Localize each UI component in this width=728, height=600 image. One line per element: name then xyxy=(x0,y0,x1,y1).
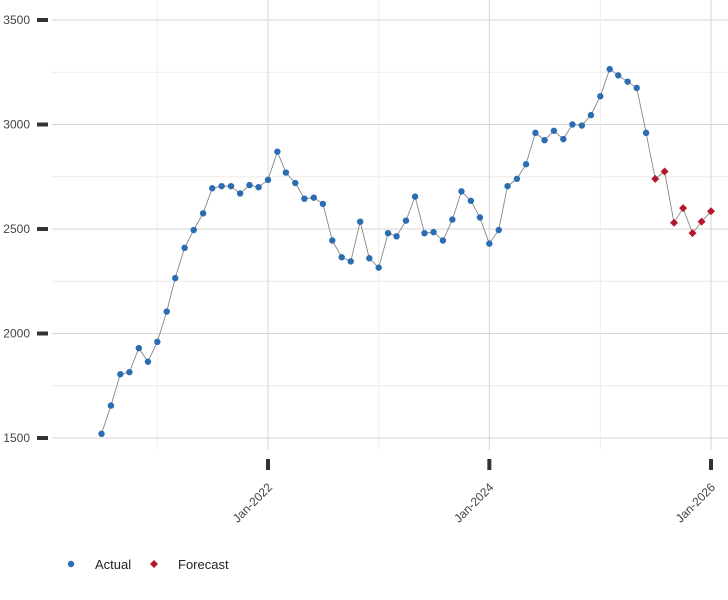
actual-point xyxy=(615,72,622,79)
actual-point xyxy=(255,184,262,191)
actual-point xyxy=(356,218,364,225)
actual-point xyxy=(439,237,447,244)
actual-point xyxy=(449,216,456,223)
actual-point xyxy=(199,210,207,217)
actual-point xyxy=(338,254,345,261)
y-axis: 1500 2000 2500 3000 3500 xyxy=(3,13,48,445)
y-tick-label: 3500 xyxy=(3,13,30,27)
actual-point xyxy=(209,185,216,192)
forecast-point xyxy=(651,174,660,183)
actual-point xyxy=(264,176,272,184)
actual-point xyxy=(329,237,336,244)
actual-point xyxy=(135,344,143,352)
x-axis: Jan-2022 Jan-2024 Jan-2026 xyxy=(230,459,719,526)
actual-point xyxy=(163,308,170,315)
actual-point xyxy=(375,264,382,271)
actual-point xyxy=(486,240,493,247)
actual-point xyxy=(411,193,419,200)
grid xyxy=(52,0,728,450)
legend-forecast-marker xyxy=(150,560,158,568)
forecast-point xyxy=(697,217,706,226)
actual-point xyxy=(504,182,511,190)
actual-point xyxy=(532,129,539,137)
y-tick-label: 2000 xyxy=(3,327,30,341)
actual-point xyxy=(310,194,317,201)
x-tick-label: Jan-2024 xyxy=(451,480,497,526)
actual-point xyxy=(154,338,161,346)
actual-point xyxy=(467,197,475,204)
series-points xyxy=(98,65,715,438)
actual-point xyxy=(117,371,124,378)
actual-point xyxy=(282,169,290,176)
legend: Actual Forecast xyxy=(67,557,229,572)
actual-point xyxy=(430,228,437,236)
forecast-point xyxy=(707,207,715,216)
actual-point xyxy=(458,188,465,195)
actual-point xyxy=(633,84,640,92)
actual-point xyxy=(642,129,650,137)
forecast-point xyxy=(688,229,697,238)
actual-point xyxy=(587,111,595,119)
actual-point xyxy=(393,233,400,240)
actual-point xyxy=(569,121,576,128)
actual-point xyxy=(236,190,244,197)
series-line xyxy=(101,68,712,434)
y-tick-label: 3000 xyxy=(3,118,30,132)
legend-label: Actual xyxy=(95,557,131,572)
legend-actual-marker xyxy=(67,560,75,568)
actual-point xyxy=(218,182,225,190)
actual-point xyxy=(541,136,548,144)
actual-point xyxy=(597,93,604,100)
actual-point xyxy=(227,182,235,190)
forecast-point xyxy=(679,204,688,213)
actual-point xyxy=(144,358,152,365)
actual-point xyxy=(495,226,502,234)
actual-point xyxy=(107,402,115,409)
actual-point xyxy=(578,122,586,129)
actual-point xyxy=(292,179,299,187)
actual-point xyxy=(522,161,530,168)
actual-point xyxy=(606,65,613,73)
actual-point xyxy=(98,430,105,438)
x-tick-label: Jan-2022 xyxy=(230,480,276,526)
actual-point xyxy=(126,368,133,376)
actual-point xyxy=(476,214,484,221)
legend-label: Forecast xyxy=(178,557,229,572)
actual-point xyxy=(624,78,631,85)
actual-point xyxy=(366,255,373,262)
actual-point xyxy=(347,258,354,265)
actual-point xyxy=(402,217,410,224)
y-tick-label: 1500 xyxy=(3,431,30,445)
actual-point xyxy=(172,274,179,282)
actual-point xyxy=(384,229,392,237)
x-tick-label: Jan-2026 xyxy=(673,480,719,526)
actual-point xyxy=(513,175,521,183)
forecast-point xyxy=(660,167,669,176)
y-tick-label: 2500 xyxy=(3,222,30,236)
actual-point xyxy=(190,226,197,234)
actual-point xyxy=(421,229,428,237)
forecast-point xyxy=(670,218,679,227)
actual-point xyxy=(560,135,567,143)
actual-point xyxy=(274,148,281,155)
actual-point xyxy=(319,200,327,208)
actual-point xyxy=(246,181,253,189)
actual-point xyxy=(301,195,308,202)
actual-point xyxy=(550,127,558,134)
series-lines xyxy=(101,68,712,434)
actual-point xyxy=(181,244,188,252)
